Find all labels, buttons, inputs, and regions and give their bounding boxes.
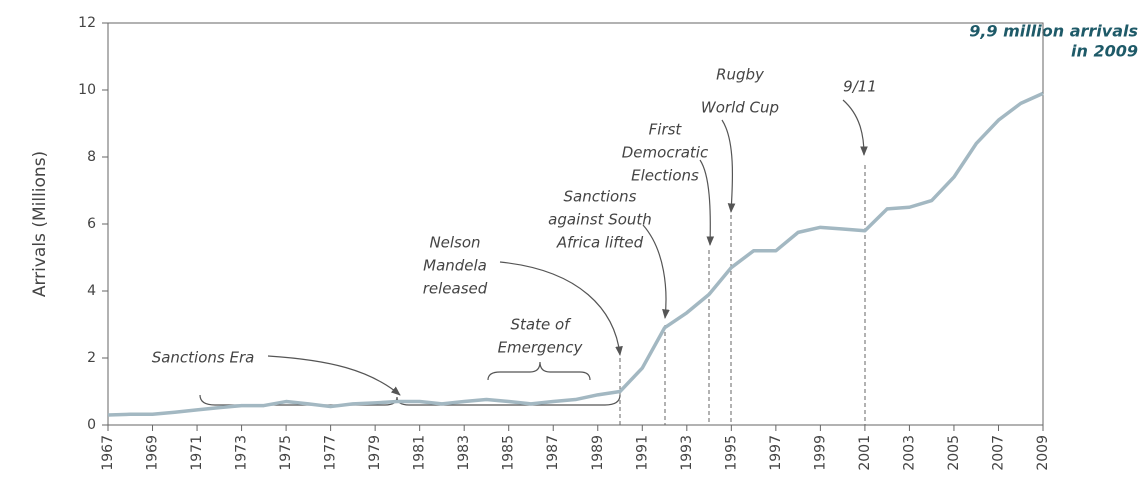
y-tick-label: 6 (87, 216, 96, 232)
annotation: World Cup (701, 99, 779, 117)
y-tick-label: 0 (87, 417, 96, 433)
x-tick-label: 1977 (323, 435, 339, 471)
arrow (267, 355, 401, 396)
x-tick-label: 1983 (456, 435, 472, 471)
x-tick-label: 1993 (679, 435, 695, 471)
x-tick-label: 2007 (990, 435, 1006, 471)
arrow (699, 159, 715, 246)
x-tick-label: 2009 (1035, 435, 1051, 471)
annotation: Elections (631, 167, 699, 185)
y-tick-label: 8 (87, 149, 96, 165)
annotation: Sanctions Era (152, 349, 255, 367)
y-tick-label: 2 (87, 350, 96, 366)
data-line (107, 91, 1044, 417)
annotation: 9/11 (843, 78, 877, 96)
chart-title: in 2009 (1071, 42, 1138, 61)
arrow (842, 99, 868, 156)
x-tick-label: 1991 (634, 435, 650, 471)
annotation: Rugby (716, 66, 765, 84)
annotation-shapes (199, 99, 868, 406)
arrow (721, 119, 736, 213)
brace (487, 361, 591, 381)
x-tick-label: 1999 (812, 435, 828, 471)
x-tick-label: 1979 (367, 435, 383, 471)
x-tick-label: 1985 (501, 435, 517, 471)
annotation: Mandela (423, 257, 487, 275)
y-tick-label: 12 (78, 15, 96, 31)
annotation: released (423, 280, 488, 298)
x-tick-label: 2001 (857, 435, 873, 471)
x-tick-label: 2003 (901, 435, 917, 471)
arrow (499, 261, 623, 356)
brace (199, 394, 621, 406)
x-tick-label: 1981 (412, 435, 428, 471)
x-tick-label: 1973 (234, 435, 250, 471)
arrow (642, 224, 670, 319)
x-tick-label: 2005 (946, 435, 962, 471)
annotation: State of (511, 316, 573, 334)
annotation: Democratic (622, 144, 709, 162)
x-tick-label: 1987 (545, 435, 561, 471)
x-tick-label: 1989 (590, 435, 606, 471)
x-tick-label: 1975 (278, 435, 294, 471)
y-tick-label: 4 (87, 283, 96, 299)
annotation: Nelson (429, 234, 480, 252)
annotations: Sanctions Era State of Emergency Nelson … (152, 66, 877, 367)
annotation: Sanctions (563, 188, 636, 206)
event-lines (619, 165, 866, 425)
chart-title: 9,9 million arrivals (969, 22, 1138, 41)
y-axis-label: Arrivals (Millions) (30, 151, 50, 297)
x-tick-label: 1967 (100, 435, 116, 471)
x-tick-label: 1997 (768, 435, 784, 471)
annotation: against South (548, 211, 652, 229)
annotation: Africa lifted (556, 234, 644, 252)
x-tick-label: 1969 (145, 435, 161, 471)
y-tick-label: 10 (78, 82, 96, 98)
annotation: First (649, 121, 683, 139)
x-tick-label: 1971 (189, 435, 205, 471)
annotation: Emergency (498, 339, 584, 357)
x-tick-label: 1995 (723, 435, 739, 471)
